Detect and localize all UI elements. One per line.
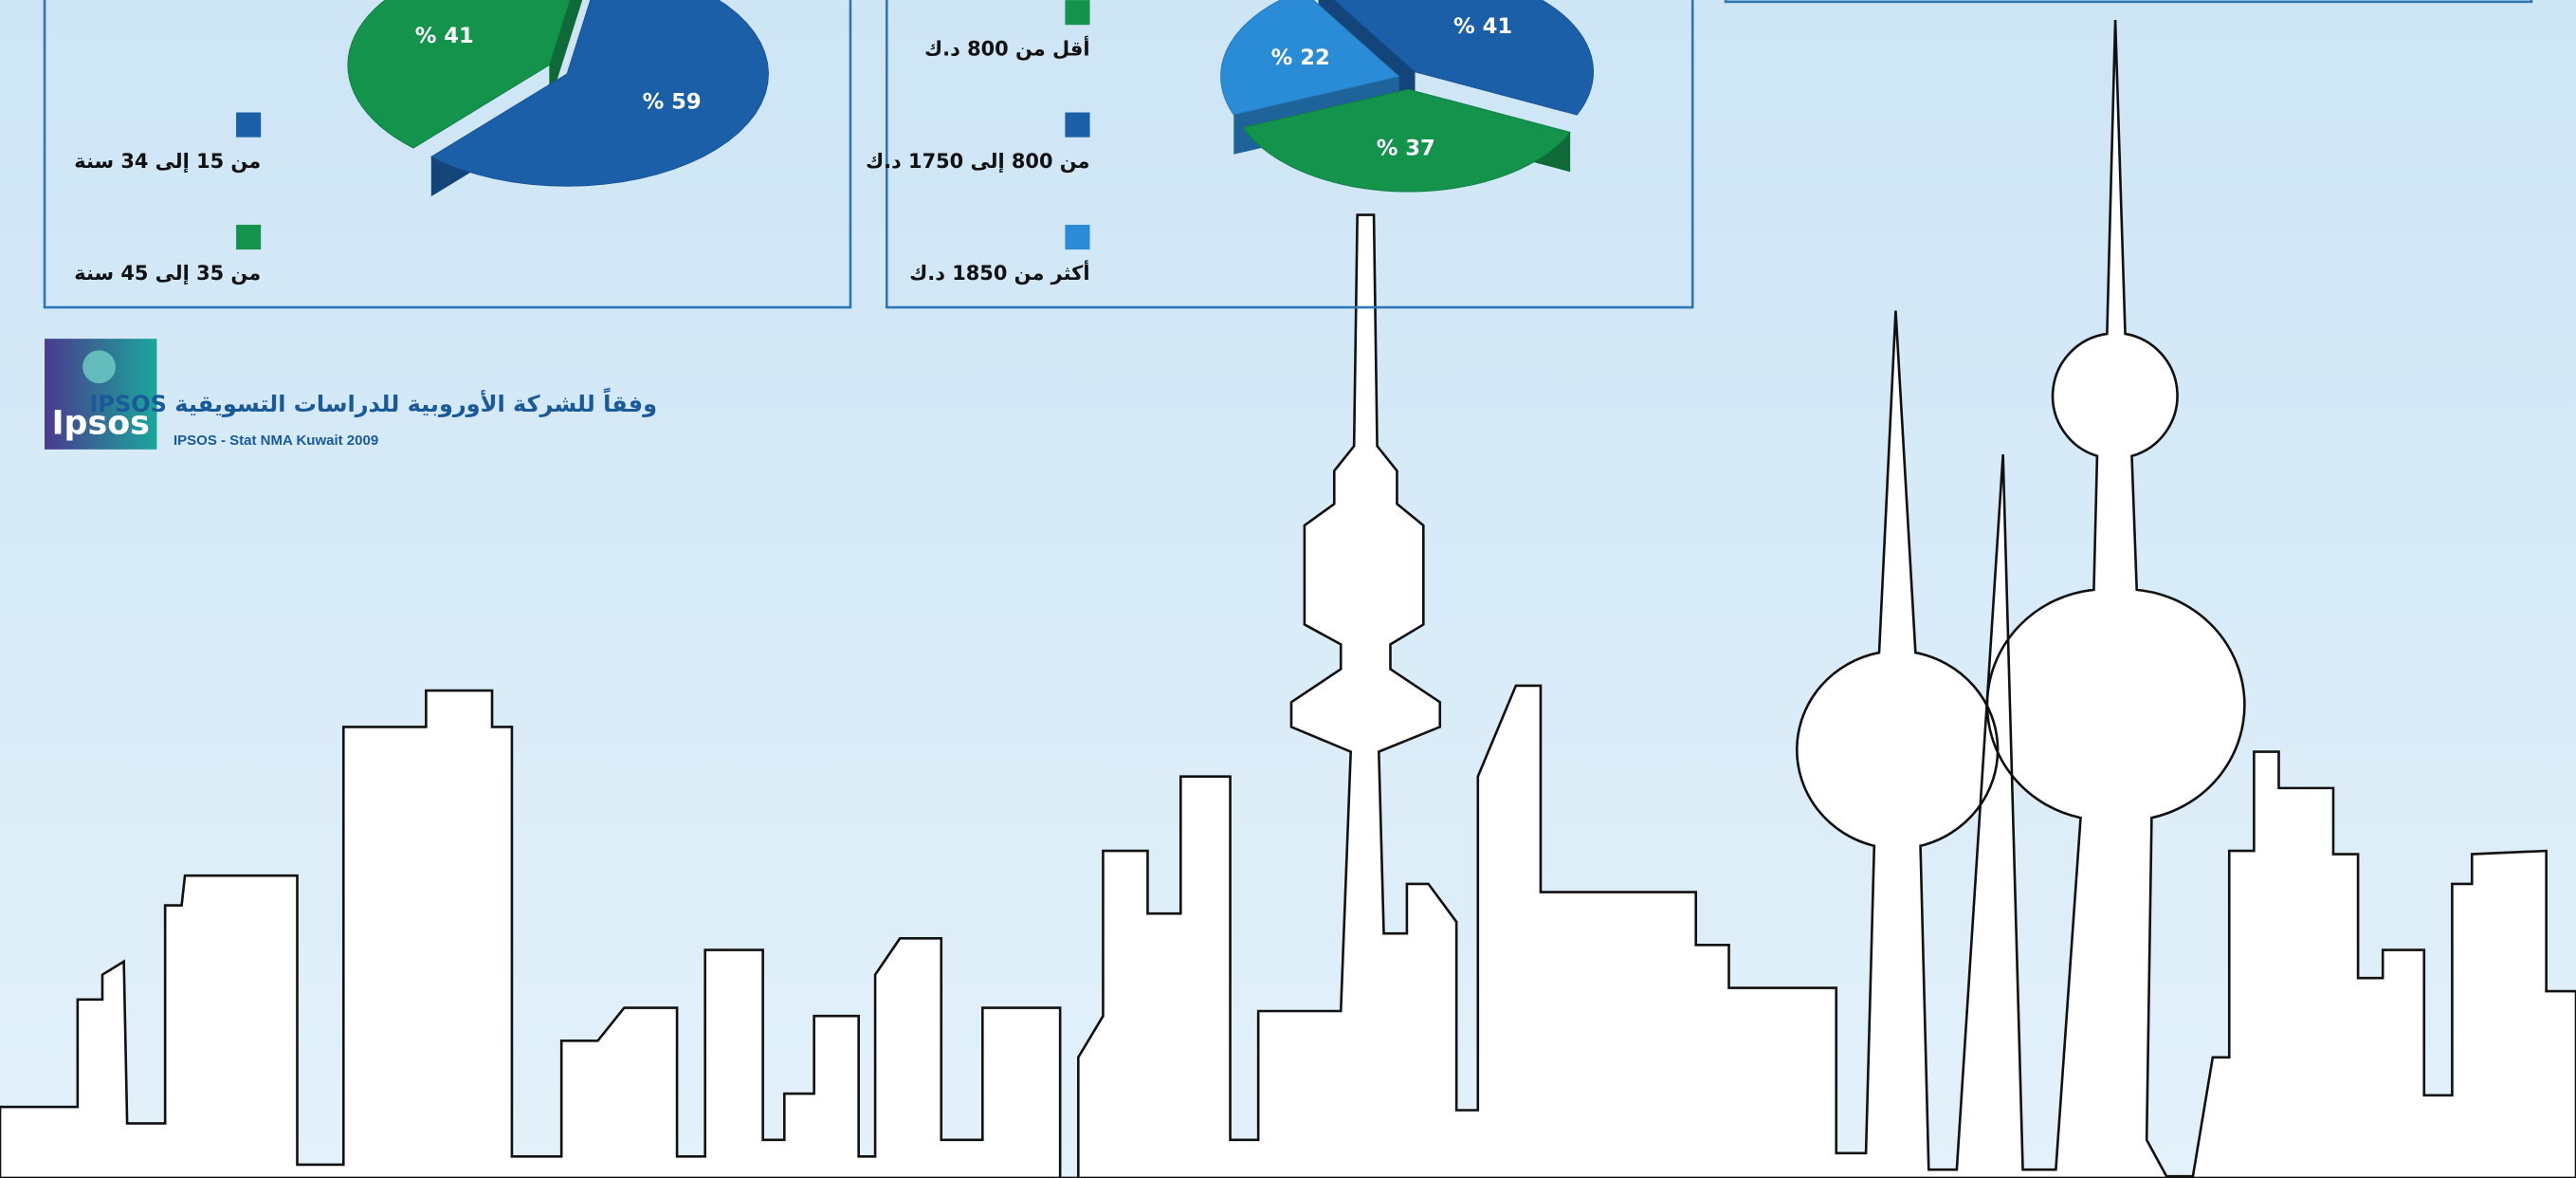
pie-slice — [1220, 0, 1400, 116]
pie-slice — [347, 0, 571, 149]
chart-frame — [43, 0, 852, 309]
legend-label: من 35 إلى 45 سنة — [74, 262, 261, 285]
value-label: % 59 — [643, 90, 702, 115]
value-label: % 41 — [1453, 14, 1512, 39]
legend-swatch — [236, 224, 262, 250]
logo: Ipsos — [45, 339, 157, 450]
legend-label: أكثر من 1850 د.ك — [909, 259, 1089, 285]
skyline — [0, 19, 2576, 1178]
source-title: وفقاً للشركة الأوروبية للدراسات التسويقي… — [89, 391, 657, 417]
legend-swatch — [236, 112, 262, 138]
pie-slice — [1242, 88, 1571, 193]
logo-head — [82, 350, 116, 384]
legend-label: من 800 إلى 1750 د.ك — [866, 150, 1090, 173]
chart-frame — [885, 0, 1694, 309]
value-label: % 22 — [1271, 46, 1330, 70]
legend-swatch — [1065, 0, 1090, 26]
legend-swatch — [1065, 224, 1090, 250]
legend-label: من 15 إلى 34 سنة — [74, 150, 261, 173]
source-subtitle: IPSOS - Stat NMA Kuwait 2009 — [174, 433, 379, 449]
logo-text: Ipsos — [52, 405, 150, 443]
legend-label: أقل من 800 د.ك — [924, 34, 1089, 60]
value-label: % 41 — [415, 24, 474, 48]
legend-swatch — [1065, 112, 1090, 138]
pie-slice — [429, 0, 769, 187]
pie-slice — [1333, 0, 1595, 116]
frame — [1724, 0, 2533, 4]
value-label: % 37 — [1377, 136, 1435, 160]
